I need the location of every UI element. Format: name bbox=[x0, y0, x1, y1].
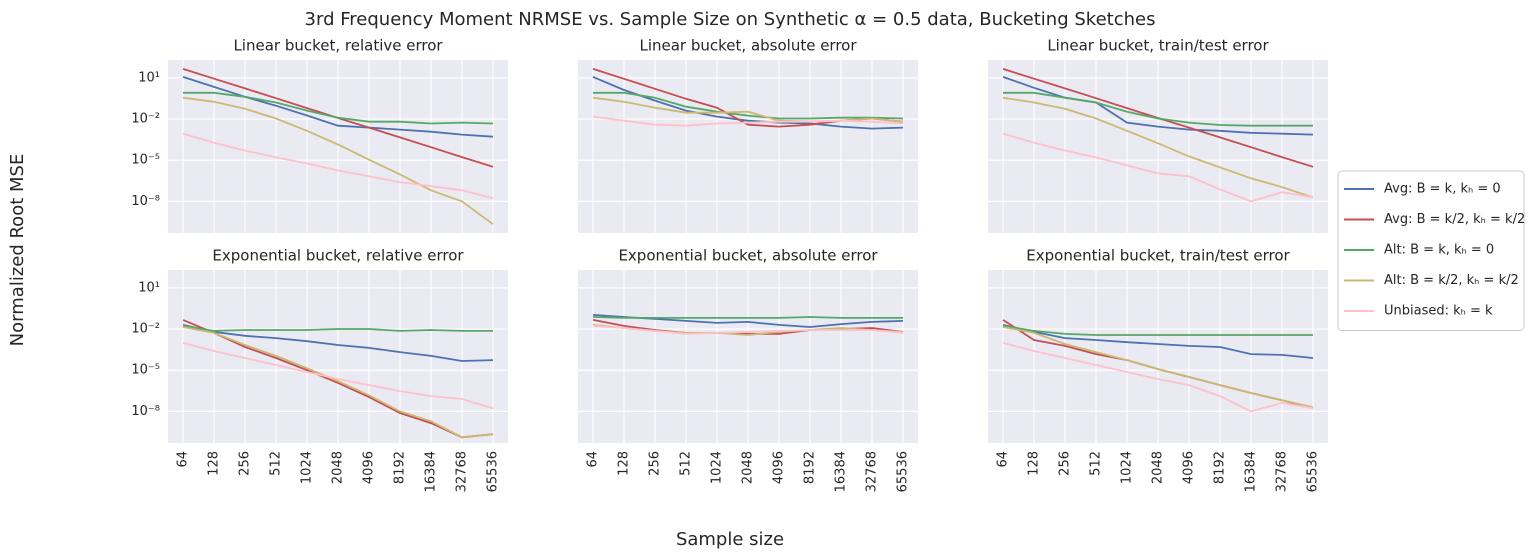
series-line bbox=[1003, 91, 1313, 127]
x-tick-label: 1024 bbox=[710, 451, 725, 484]
series-line bbox=[182, 96, 494, 225]
series-line bbox=[182, 342, 494, 410]
series-line bbox=[1002, 324, 1314, 359]
x-tick-label: 32768 bbox=[1275, 451, 1290, 492]
x-tick-label: 8192 bbox=[393, 451, 408, 484]
y-tick-label: 10¹ bbox=[138, 70, 160, 85]
y-tick-label: 10⁻² bbox=[131, 112, 160, 127]
x-tick-label: 64 bbox=[586, 451, 601, 468]
legend-label: Avg: B = k/2, kₕ = k/2 bbox=[1384, 212, 1525, 227]
legend-box bbox=[1337, 170, 1525, 331]
series-line bbox=[182, 325, 493, 332]
subplot-title: Exponential bucket, relative error bbox=[212, 247, 464, 265]
subplot-title: Linear bucket, absolute error bbox=[639, 37, 857, 55]
x-tick-label: 2048 bbox=[331, 451, 346, 484]
series-line bbox=[182, 326, 494, 439]
x-tick-label: 4096 bbox=[1182, 451, 1197, 484]
x-tick-label: 4096 bbox=[362, 451, 377, 484]
x-tick-label: 512 bbox=[269, 451, 284, 476]
subplot-title: Linear bucket, relative error bbox=[233, 37, 443, 55]
legend-label: Avg: B = k, kₕ = 0 bbox=[1384, 182, 1501, 197]
legend-label: Alt: B = k, kₕ = 0 bbox=[1384, 243, 1494, 258]
x-tick-label: 65536 bbox=[1306, 451, 1321, 492]
x-tick-label: 128 bbox=[1027, 451, 1042, 476]
x-tick-label: 2048 bbox=[1151, 451, 1166, 484]
y-axis-label: Normalized Root MSE bbox=[7, 154, 28, 347]
x-tick-label: 64 bbox=[996, 451, 1011, 468]
series-line bbox=[1002, 76, 1314, 136]
y-tick-label: 10⁻² bbox=[131, 322, 160, 337]
series-line bbox=[1002, 342, 1314, 413]
x-tick-label: 512 bbox=[1089, 451, 1104, 476]
series-line bbox=[1002, 132, 1314, 203]
x-tick-label: 64 bbox=[176, 451, 191, 468]
subplot-title: Linear bucket, train/test error bbox=[1047, 37, 1269, 55]
x-tick-label: 8192 bbox=[1213, 451, 1228, 484]
y-tick-label: 10⁻⁵ bbox=[131, 363, 160, 378]
series-line bbox=[592, 76, 904, 130]
x-axis-label: Sample size bbox=[676, 529, 784, 550]
y-tick-label: 10⁻⁸ bbox=[131, 404, 160, 419]
y-tick-label: 10¹ bbox=[138, 280, 160, 295]
series-line bbox=[182, 324, 494, 362]
x-tick-label: 1024 bbox=[300, 451, 315, 484]
legend-label: Unbiased: kₕ = k bbox=[1384, 304, 1493, 319]
y-tick-label: 10⁻⁸ bbox=[131, 194, 160, 209]
x-tick-label: 1024 bbox=[1120, 451, 1135, 484]
series-line bbox=[1002, 326, 1314, 409]
x-tick-label: 16384 bbox=[424, 451, 439, 492]
x-tick-label: 256 bbox=[238, 451, 253, 476]
x-tick-label: 65536 bbox=[486, 451, 501, 492]
legend-label: Alt: B = k/2, kₕ = k/2 bbox=[1384, 273, 1519, 288]
x-tick-label: 32768 bbox=[455, 451, 470, 492]
x-tick-label: 16384 bbox=[834, 451, 849, 492]
x-tick-label: 4096 bbox=[772, 451, 787, 484]
subplot-title: Exponential bucket, absolute error bbox=[618, 247, 878, 265]
series-line bbox=[1002, 325, 1313, 336]
x-tick-label: 32768 bbox=[865, 451, 880, 492]
series-line bbox=[592, 325, 904, 335]
series-line bbox=[592, 115, 904, 127]
x-tick-label: 256 bbox=[1058, 451, 1073, 476]
series-line bbox=[592, 316, 903, 319]
x-tick-label: 512 bbox=[679, 451, 694, 476]
x-tick-label: 65536 bbox=[896, 451, 911, 492]
series-line bbox=[182, 319, 494, 439]
x-tick-label: 2048 bbox=[741, 451, 756, 484]
x-tick-label: 128 bbox=[207, 451, 222, 476]
x-tick-label: 128 bbox=[617, 451, 632, 476]
x-tick-label: 256 bbox=[648, 451, 663, 476]
figure-title: 3rd Frequency Moment NRMSE vs. Sample Si… bbox=[305, 9, 1156, 30]
series-line bbox=[183, 91, 494, 125]
x-tick-label: 8192 bbox=[803, 451, 818, 484]
series-line bbox=[592, 96, 904, 123]
series-line bbox=[182, 132, 494, 200]
y-tick-label: 10⁻⁵ bbox=[131, 153, 160, 168]
series-line bbox=[593, 91, 904, 120]
x-tick-label: 16384 bbox=[1244, 451, 1259, 492]
subplot-title: Exponential bucket, train/test error bbox=[1026, 247, 1290, 265]
series-line bbox=[182, 76, 494, 138]
series-line bbox=[1002, 96, 1314, 199]
